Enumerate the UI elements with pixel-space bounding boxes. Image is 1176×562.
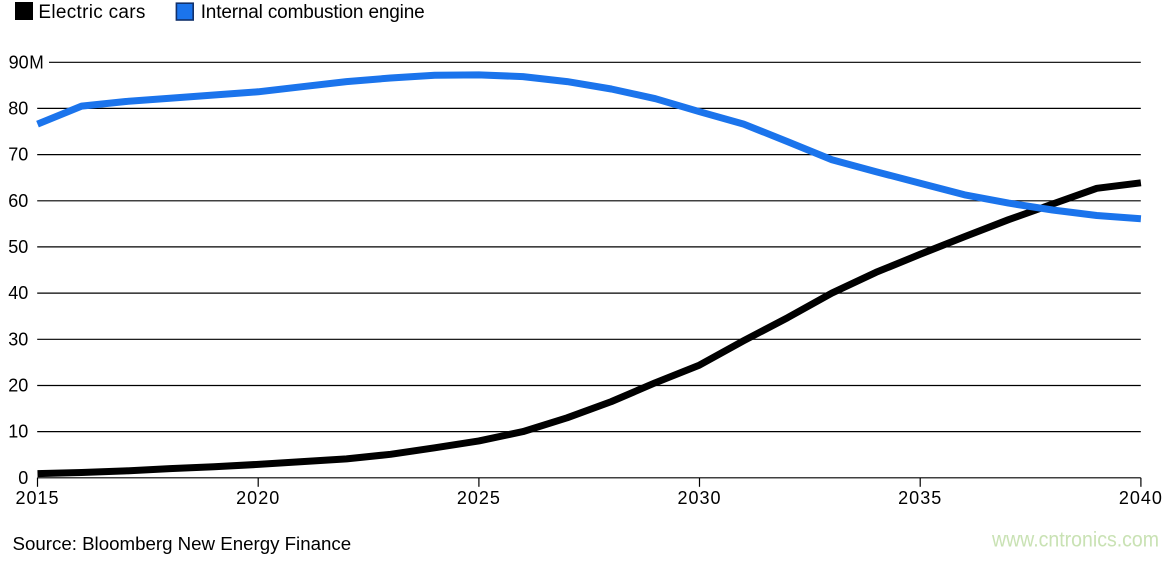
svg-text:90: 90 [9,52,29,72]
svg-text:www.cntronics.com: www.cntronics.com [991,529,1159,552]
svg-text:2040: 2040 [1119,488,1163,508]
svg-text:Source: Bloomberg New Energy F: Source: Bloomberg New Energy Finance [13,533,352,554]
svg-text:2025: 2025 [457,488,501,508]
svg-text:40: 40 [8,283,28,303]
svg-text:30: 30 [8,329,28,349]
svg-text:80: 80 [8,98,28,118]
svg-text:50: 50 [8,237,28,257]
svg-text:0: 0 [18,468,28,488]
svg-text:20: 20 [8,376,28,396]
svg-text:Electric cars: Electric cars [38,2,145,23]
svg-text:M: M [29,52,44,72]
svg-text:10: 10 [8,422,28,442]
svg-text:2015: 2015 [15,488,59,508]
svg-text:2035: 2035 [898,488,942,508]
svg-text:60: 60 [8,191,28,211]
svg-text:2030: 2030 [677,488,721,508]
svg-text:70: 70 [8,145,28,165]
svg-text:2020: 2020 [236,488,280,508]
svg-text:Internal combustion engine: Internal combustion engine [201,2,425,23]
